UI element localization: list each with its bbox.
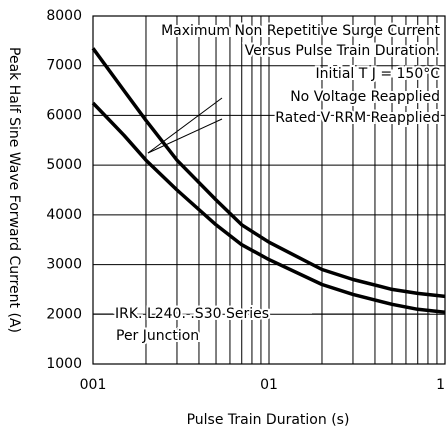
- leader-line: [147, 118, 223, 154]
- y-tick-label: 7000: [46, 58, 82, 74]
- annotation: IRK. L240. .S30 Series: [115, 306, 269, 322]
- y-tick-label: 3000: [46, 257, 82, 273]
- annotation: Per Junction: [116, 328, 199, 344]
- y-tick-label: 4000: [46, 207, 82, 223]
- y-tick-label: 8000: [46, 8, 82, 24]
- x-tick-label: 01: [260, 377, 278, 393]
- y-tick-label: 6000: [46, 107, 82, 123]
- y-tick-label: 5000: [46, 157, 82, 173]
- series-line: [91, 47, 446, 299]
- legend-label: Rated V RRM Reapplied: [275, 110, 440, 126]
- x-tick-label: 1: [436, 377, 445, 393]
- legend-label: No Voltage Reapplied: [290, 89, 440, 105]
- y-axis-label: Peak Half Sine Wave Forward Current (A): [6, 47, 22, 333]
- x-axis-label: Pulse Train Duration (s): [187, 412, 350, 428]
- chart-subtitle: Versus Pulse Train Duration.: [245, 43, 440, 59]
- chart-title: Maximum Non Repetitive Surge Current: [161, 23, 440, 39]
- x-tick-label: 001: [80, 377, 107, 393]
- y-tick-label: 1000: [46, 356, 82, 372]
- series-line: [91, 101, 446, 315]
- annotation: Initial T J = 150°C: [316, 66, 441, 82]
- y-tick-label: 2000: [46, 306, 82, 322]
- leader-line: [147, 97, 223, 154]
